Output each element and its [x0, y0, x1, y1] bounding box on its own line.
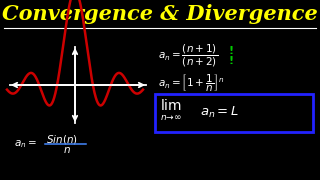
Text: $n$: $n$: [63, 145, 71, 155]
Text: Convergence & Divergence: Convergence & Divergence: [2, 4, 318, 24]
Text: $a_n = \left[1+\dfrac{1}{n}\right]^n$: $a_n = \left[1+\dfrac{1}{n}\right]^n$: [158, 72, 224, 94]
Text: $a_n = L$: $a_n = L$: [200, 104, 239, 120]
Text: !: !: [228, 56, 233, 66]
Text: !: !: [228, 46, 233, 56]
Text: $\lim$: $\lim$: [160, 98, 182, 114]
Text: $a_n = \dfrac{(n+1)}{(n+2)}$: $a_n = \dfrac{(n+1)}{(n+2)}$: [158, 43, 218, 69]
Text: $a_n=$: $a_n=$: [14, 138, 37, 150]
Text: $Sin(n)$: $Sin(n)$: [46, 132, 78, 145]
Text: $n\!\to\!\infty$: $n\!\to\!\infty$: [160, 114, 182, 123]
Bar: [155, 94, 313, 132]
